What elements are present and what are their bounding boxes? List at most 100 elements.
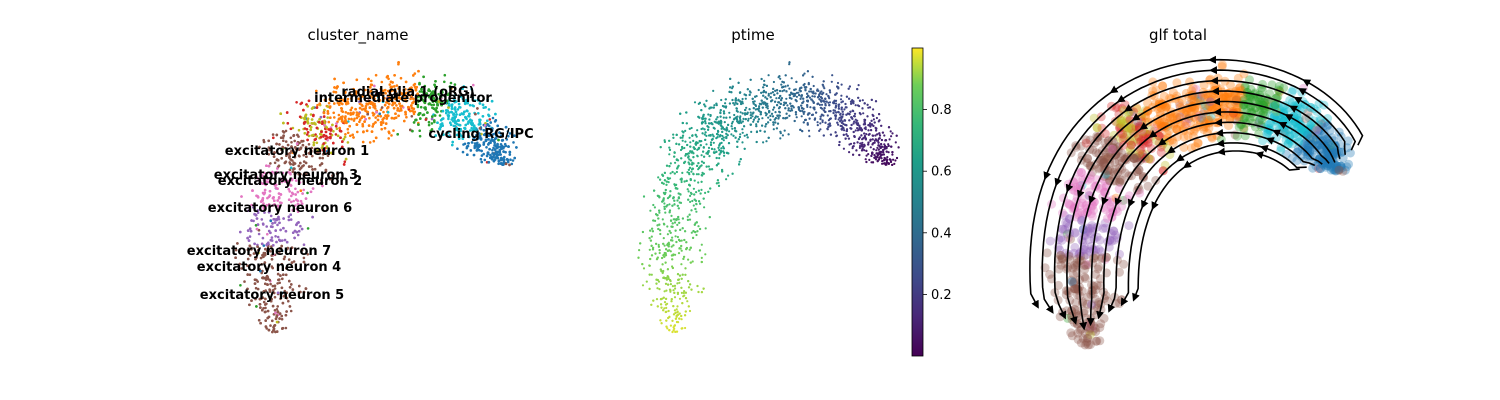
cell-point [381, 118, 385, 121]
cell-point [707, 113, 710, 116]
cell-point [657, 245, 661, 248]
cell-point [806, 104, 809, 107]
cell-point [864, 158, 867, 161]
cell-point [480, 149, 483, 153]
cell-point [386, 105, 390, 109]
cell-point [412, 107, 416, 111]
cell-point [239, 230, 242, 234]
cell-point [818, 103, 822, 106]
cell-point [396, 107, 400, 110]
cell-point [743, 147, 746, 150]
cell-point [666, 275, 669, 278]
cell-point [680, 263, 683, 266]
cell-point [870, 119, 873, 122]
cell-point [704, 131, 707, 134]
cell-point [281, 327, 284, 330]
cell-point [667, 241, 670, 244]
cell-point [366, 112, 370, 116]
cell-point [478, 143, 481, 147]
cell-point [262, 300, 266, 304]
cell-point [869, 146, 872, 149]
cell-point [722, 139, 725, 142]
cell-point [728, 111, 731, 114]
cell-point [289, 248, 293, 251]
cell-point [302, 256, 306, 260]
cell-point [822, 80, 825, 83]
cell-point [455, 113, 458, 116]
cell-point [689, 145, 692, 148]
cell-point [240, 267, 243, 270]
cell-point [819, 122, 822, 125]
cell-point [361, 140, 365, 144]
cell-point [815, 111, 818, 114]
cell-point [676, 305, 679, 308]
cell-point [255, 305, 258, 308]
cell-point [779, 77, 782, 80]
cell-point [859, 113, 862, 116]
cell-point [825, 93, 828, 96]
cell-point [679, 228, 682, 231]
cell-point [477, 112, 480, 115]
cell-point [450, 107, 454, 110]
cell-point [649, 239, 653, 242]
cell-point [482, 152, 486, 156]
cell-point [309, 190, 313, 194]
cell-point [297, 221, 300, 224]
cell-point [828, 101, 832, 104]
cell-point [278, 312, 282, 315]
cell-point [687, 280, 690, 283]
cell-point [312, 133, 315, 137]
cell-point [843, 129, 846, 132]
cell-point [499, 153, 502, 156]
cell-point [690, 192, 693, 195]
cell-point [878, 137, 881, 140]
cell-point [762, 86, 765, 89]
cell-point [816, 121, 819, 124]
cell-point [664, 188, 667, 192]
cell-point [700, 180, 703, 183]
cell-point [688, 158, 691, 161]
cell-point [393, 74, 396, 77]
cell-point [322, 133, 326, 137]
cell-point [419, 117, 422, 120]
cell-point [719, 115, 722, 118]
cell-point [703, 133, 706, 136]
cell-point [449, 121, 452, 124]
cell-point [689, 178, 692, 181]
cell-point [698, 146, 701, 149]
cell-point [719, 134, 722, 137]
cell-point [280, 148, 283, 152]
cell-point [272, 329, 275, 332]
cell-point [418, 112, 422, 115]
cell-point [676, 199, 679, 202]
cell-point [681, 302, 684, 305]
cell-point [718, 144, 721, 147]
cell-point [394, 116, 398, 119]
cell-point [324, 137, 328, 141]
cell-point [435, 106, 438, 110]
cell-point [669, 283, 673, 286]
cell-point [372, 139, 376, 143]
cell-point [280, 262, 284, 266]
cell-point [684, 230, 687, 233]
cell-point [343, 160, 347, 163]
cell-point [845, 113, 848, 116]
cell-point [258, 303, 262, 306]
cell-point [349, 108, 353, 112]
cell-point [699, 227, 702, 231]
cell-point [659, 146, 662, 149]
cell-point [722, 116, 725, 119]
cell-point [664, 282, 668, 285]
cell-point [275, 170, 279, 174]
cell-point [475, 143, 479, 147]
cell-point [878, 113, 881, 116]
cell-point [417, 123, 420, 126]
cell-point [273, 309, 277, 312]
cell-point [467, 142, 470, 145]
cell-point [686, 188, 689, 191]
cell-point [269, 219, 273, 223]
cell-point [699, 144, 702, 147]
cell-point [284, 129, 288, 133]
cell-point [371, 125, 375, 128]
cell-point [329, 136, 332, 140]
